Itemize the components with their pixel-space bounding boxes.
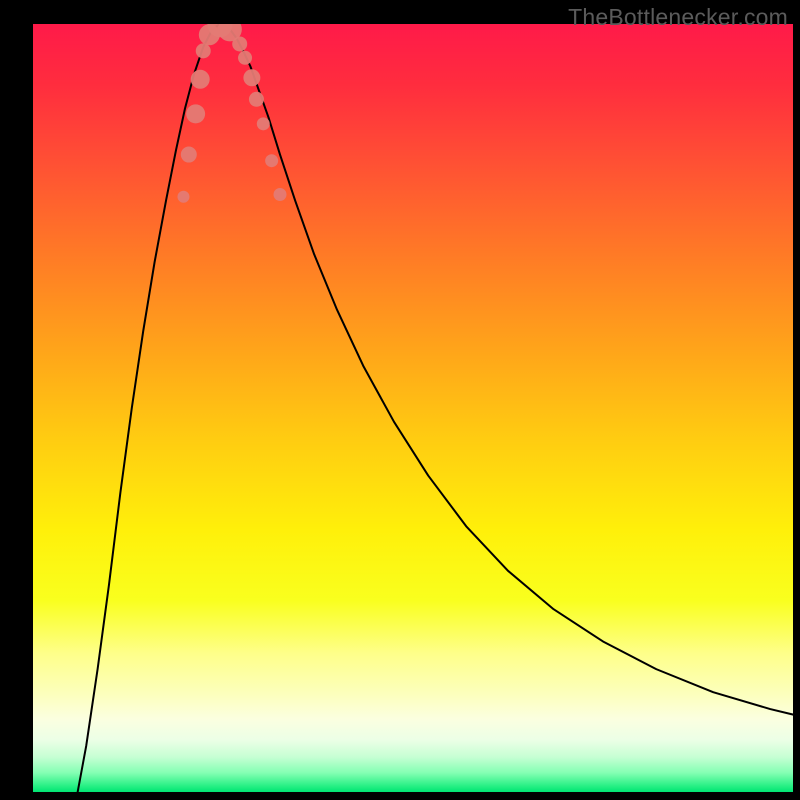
marker-dot — [274, 188, 287, 201]
marker-dot — [191, 70, 210, 89]
bottleneck-curve — [75, 24, 793, 792]
marker-dot — [186, 104, 205, 123]
marker-dot — [181, 147, 197, 163]
marker-dot — [243, 69, 260, 86]
marker-dot — [238, 51, 252, 65]
marker-dot — [249, 92, 264, 107]
marker-dot — [265, 154, 278, 167]
curve-layer — [33, 24, 793, 792]
marker-dot — [196, 43, 211, 58]
watermark-text: TheBottlenecker.com — [568, 4, 788, 31]
plot-area — [33, 24, 793, 792]
marker-dot — [257, 117, 270, 130]
marker-group — [177, 24, 286, 203]
marker-dot — [232, 36, 247, 51]
figure-root: TheBottlenecker.com — [0, 0, 800, 800]
marker-dot — [177, 191, 189, 203]
